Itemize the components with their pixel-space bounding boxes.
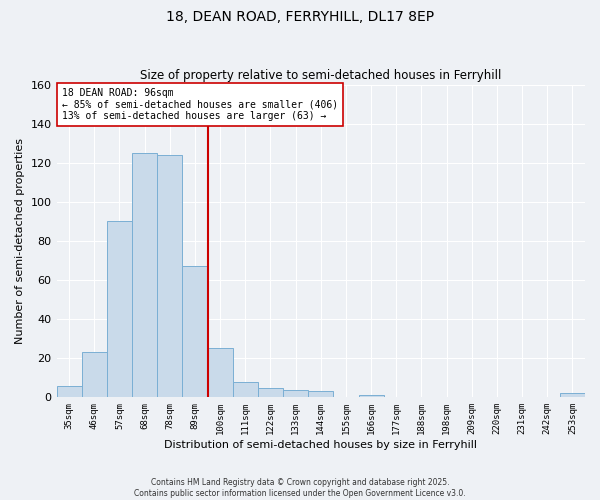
Bar bbox=[308, 392, 334, 398]
Bar bbox=[132, 153, 157, 398]
Bar bbox=[359, 396, 383, 398]
Bar bbox=[157, 155, 182, 398]
Bar bbox=[182, 266, 208, 398]
Bar bbox=[233, 382, 258, 398]
Bar bbox=[56, 386, 82, 398]
X-axis label: Distribution of semi-detached houses by size in Ferryhill: Distribution of semi-detached houses by … bbox=[164, 440, 477, 450]
Bar bbox=[82, 352, 107, 398]
Bar bbox=[560, 394, 585, 398]
Bar bbox=[258, 388, 283, 398]
Title: Size of property relative to semi-detached houses in Ferryhill: Size of property relative to semi-detach… bbox=[140, 69, 502, 82]
Y-axis label: Number of semi-detached properties: Number of semi-detached properties bbox=[15, 138, 25, 344]
Text: 18, DEAN ROAD, FERRYHILL, DL17 8EP: 18, DEAN ROAD, FERRYHILL, DL17 8EP bbox=[166, 10, 434, 24]
Text: Contains HM Land Registry data © Crown copyright and database right 2025.
Contai: Contains HM Land Registry data © Crown c… bbox=[134, 478, 466, 498]
Text: 18 DEAN ROAD: 96sqm
← 85% of semi-detached houses are smaller (406)
13% of semi-: 18 DEAN ROAD: 96sqm ← 85% of semi-detach… bbox=[62, 88, 338, 121]
Bar bbox=[208, 348, 233, 398]
Bar bbox=[283, 390, 308, 398]
Bar bbox=[107, 222, 132, 398]
